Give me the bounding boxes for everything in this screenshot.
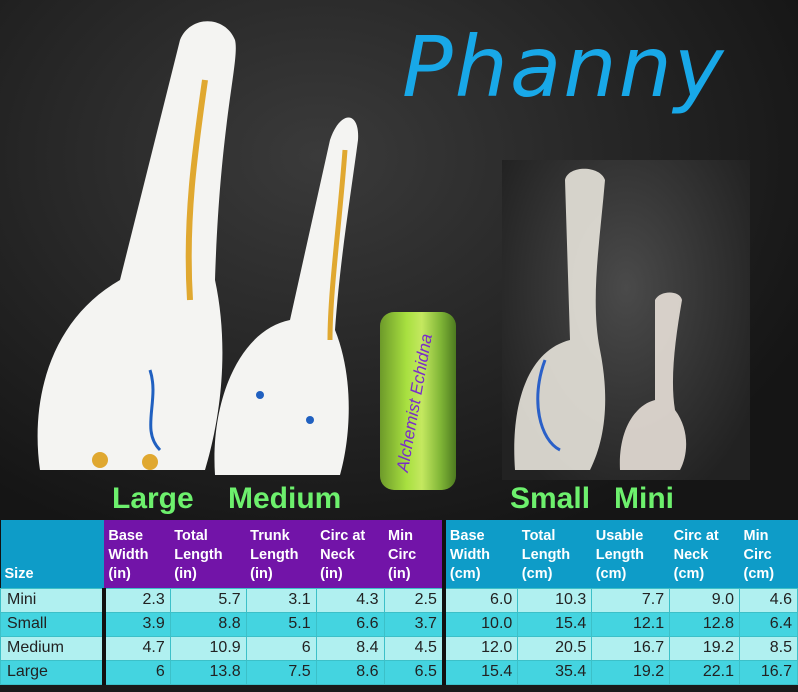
figurine-illustrations	[37, 21, 687, 475]
column-header: Usable Length (cm)	[591, 520, 670, 588]
size-chart-table: Size Base Width (in) Total Length (in) Trun…	[0, 520, 798, 685]
value-cell: 8.6	[315, 659, 385, 685]
value-cell: 20.5	[517, 635, 593, 661]
column-header: Size	[0, 520, 105, 588]
small-figurine	[514, 168, 606, 470]
value-cell: 12.1	[591, 611, 671, 637]
value-cell: 3.1	[245, 587, 317, 613]
value-cell: 7.5	[245, 659, 317, 685]
table-row: Mini 2.3 5.7 3.1 4.3 2.5 6.0 10.3 7.7 9.0 4.6	[0, 587, 798, 613]
value-cell: 2.3	[103, 587, 171, 613]
value-cell: 7.7	[591, 587, 671, 613]
column-header: Total Length (cm)	[517, 520, 592, 588]
column-header: Trunk Length (in)	[246, 520, 317, 588]
value-cell: 8.4	[315, 635, 385, 661]
label-large: Large	[112, 482, 194, 515]
value-cell: 6	[103, 659, 171, 685]
column-header: Min Circ (in)	[384, 520, 444, 588]
value-cell: 4.5	[383, 635, 445, 661]
value-cell: 15.4	[517, 611, 593, 637]
label-mini: Mini	[614, 482, 674, 515]
value-cell: 10.3	[517, 587, 593, 613]
value-cell: 16.7	[591, 635, 671, 661]
value-cell: 3.9	[103, 611, 171, 637]
value-cell: 3.7	[383, 611, 445, 637]
large-figurine	[37, 21, 236, 470]
column-header: Circ at Neck (in)	[316, 520, 384, 588]
value-cell: 9.0	[669, 587, 740, 613]
soda-can-scale-reference	[380, 312, 456, 490]
size-cell: Medium	[0, 635, 107, 661]
size-cell: Large	[0, 659, 107, 685]
table-row: Medium 4.7 10.9 6 8.4 4.5 12.0 20.5 16.7 19.2 8.5	[0, 635, 798, 661]
value-cell: 6.4	[739, 611, 798, 637]
value-cell: 5.1	[245, 611, 317, 637]
column-header: Min Circ (cm)	[739, 520, 798, 588]
value-cell: 13.8	[169, 659, 247, 685]
value-cell: 4.7	[103, 635, 171, 661]
value-cell: 6.5	[383, 659, 445, 685]
medium-figurine	[214, 117, 359, 475]
value-cell: 12.8	[669, 611, 740, 637]
value-cell: 2.5	[383, 587, 445, 613]
value-cell: 35.4	[517, 659, 593, 685]
value-cell: 6.6	[315, 611, 385, 637]
mini-figurine	[619, 292, 687, 470]
value-cell: 22.1	[669, 659, 740, 685]
product-title: Phanny	[402, 18, 726, 116]
value-cell: 19.2	[591, 659, 671, 685]
value-cell: 8.5	[739, 635, 798, 661]
size-cell: Small	[0, 611, 107, 637]
column-header: Total Length (in)	[170, 520, 247, 588]
size-cell: Mini	[0, 587, 107, 613]
label-medium: Medium	[228, 482, 342, 515]
table-row: Large 6 13.8 7.5 8.6 6.5 15.4 35.4 19.2 22.1 16.7	[0, 659, 798, 685]
label-small: Small	[510, 482, 591, 515]
value-cell: 15.4	[441, 659, 519, 685]
table-row: Small 3.9 8.8 5.1 6.6 3.7 10.0 15.4 12.1 12.8 6.4	[0, 611, 798, 637]
value-cell: 10.0	[441, 611, 519, 637]
value-cell: 4.6	[739, 587, 798, 613]
value-cell: 10.9	[169, 635, 247, 661]
column-header: Circ at Neck (cm)	[669, 520, 740, 588]
value-cell: 6	[245, 635, 317, 661]
value-cell: 8.8	[169, 611, 247, 637]
value-cell: 6.0	[441, 587, 519, 613]
value-cell: 5.7	[169, 587, 247, 613]
value-cell: 19.2	[669, 635, 740, 661]
value-cell: 16.7	[739, 659, 798, 685]
value-cell: 12.0	[441, 635, 519, 661]
value-cell: 4.3	[315, 587, 385, 613]
column-header: Base Width (in)	[104, 520, 171, 588]
column-header: Base Width (cm)	[441, 520, 518, 588]
